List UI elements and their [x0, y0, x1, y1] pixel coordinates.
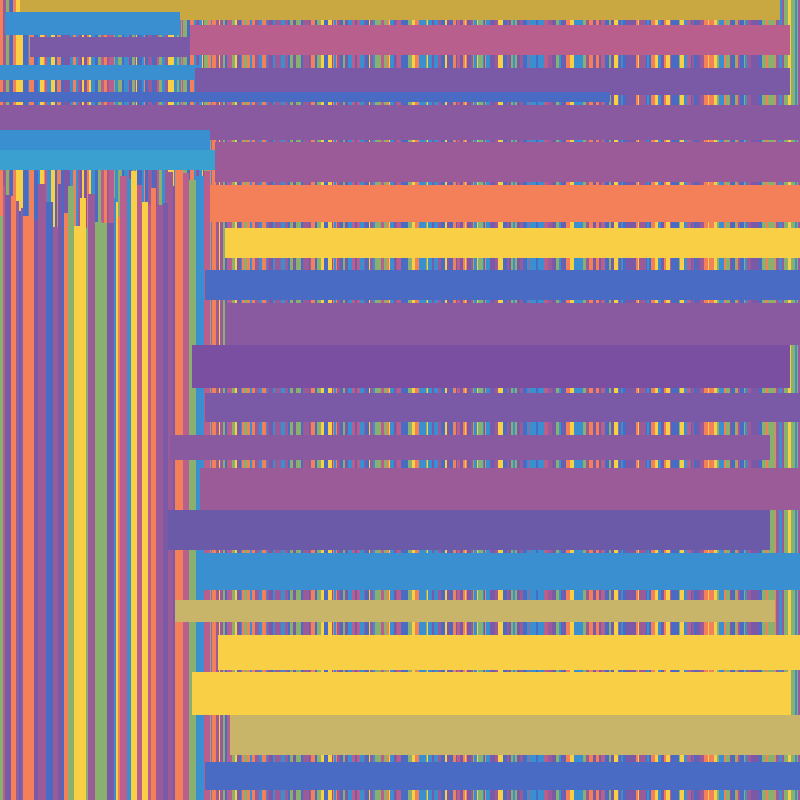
column: [118, 217, 120, 800]
band: [190, 25, 790, 55]
column: [38, 184, 46, 800]
band: [195, 68, 790, 95]
column-layer: [0, 170, 210, 800]
column: [80, 198, 86, 800]
column: [23, 216, 30, 800]
band: [168, 510, 770, 550]
band: [170, 435, 770, 460]
column: [34, 220, 38, 800]
band: [205, 270, 800, 300]
column: [11, 196, 16, 800]
column: [21, 208, 23, 800]
band: [0, 130, 210, 152]
column: [68, 186, 74, 800]
column: [86, 228, 88, 800]
column: [156, 205, 160, 800]
column: [120, 176, 127, 800]
band: [20, 0, 780, 20]
column: [74, 226, 80, 800]
column: [151, 188, 156, 800]
band: [5, 12, 180, 35]
band: [218, 635, 800, 670]
column: [116, 202, 118, 800]
band: [205, 393, 800, 422]
column: [3, 186, 5, 800]
column: [189, 180, 196, 800]
column: [131, 171, 137, 800]
column: [5, 195, 11, 800]
column: [19, 211, 21, 800]
column: [0, 216, 3, 800]
band: [175, 600, 775, 622]
band: [0, 92, 610, 102]
column: [16, 201, 19, 800]
band: [205, 762, 800, 790]
column: [142, 202, 148, 800]
column: [88, 194, 95, 800]
band: [30, 37, 190, 57]
column: [30, 193, 34, 800]
band: [192, 345, 790, 388]
column: [160, 205, 163, 800]
band: [192, 672, 790, 715]
column: [58, 184, 62, 800]
band: [200, 553, 800, 590]
column: [163, 203, 168, 800]
column: [46, 202, 53, 800]
band: [200, 468, 800, 510]
band: [0, 150, 215, 170]
column: [95, 222, 102, 800]
column: [173, 186, 175, 800]
band: [210, 185, 800, 222]
band: [230, 715, 800, 755]
band: [0, 65, 200, 80]
column: [137, 185, 142, 800]
column: [183, 173, 189, 800]
column: [168, 172, 173, 800]
band: [225, 228, 800, 258]
column: [62, 178, 64, 800]
column: [102, 223, 107, 800]
column: [107, 223, 114, 800]
band: [225, 303, 800, 345]
column: [114, 198, 116, 800]
band: [215, 142, 800, 182]
column: [64, 213, 68, 800]
column: [53, 227, 58, 800]
column: [127, 179, 131, 800]
column: [175, 170, 183, 800]
column: [148, 205, 151, 800]
